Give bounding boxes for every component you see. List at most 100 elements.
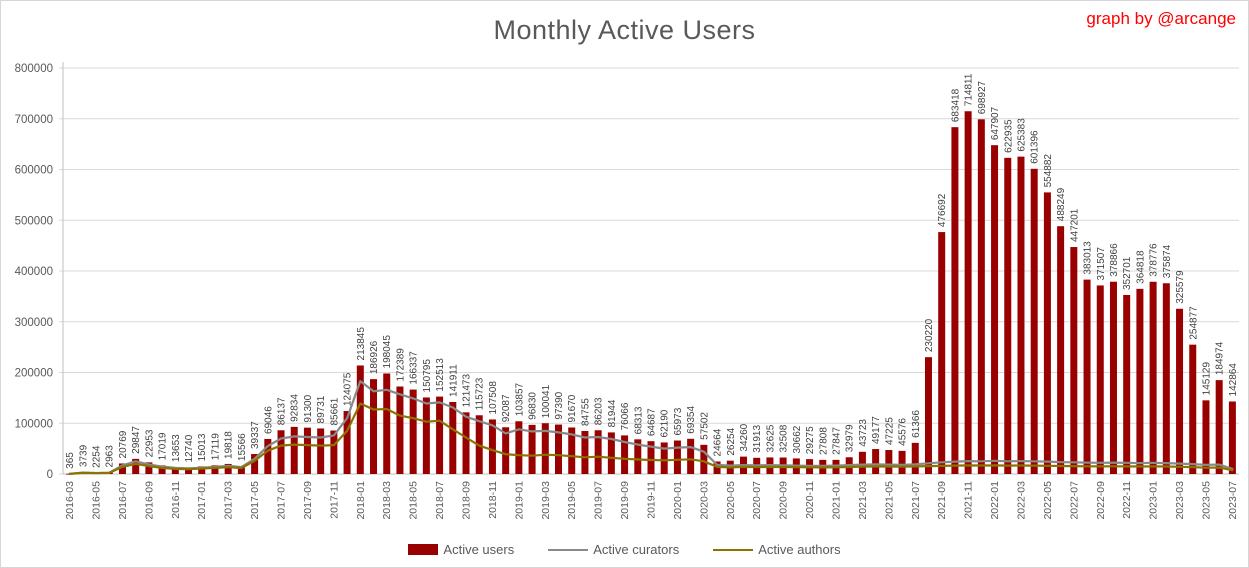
svg-text:2016-09: 2016-09	[143, 481, 155, 520]
bar	[303, 427, 311, 474]
bar	[158, 465, 166, 474]
bar	[132, 458, 140, 474]
svg-text:2019-09: 2019-09	[619, 481, 631, 520]
svg-text:2021-07: 2021-07	[910, 481, 922, 520]
svg-text:57502: 57502	[699, 412, 710, 440]
svg-text:2018-11: 2018-11	[487, 481, 499, 519]
bar	[1149, 281, 1157, 474]
svg-text:45576: 45576	[898, 418, 909, 446]
svg-text:115723: 115723	[475, 377, 486, 410]
svg-text:65973: 65973	[673, 407, 684, 435]
svg-text:17119: 17119	[210, 433, 221, 461]
svg-text:2254: 2254	[92, 445, 103, 468]
svg-text:43723: 43723	[858, 419, 869, 447]
bar	[370, 379, 378, 474]
svg-text:2021-01: 2021-01	[830, 481, 842, 520]
bar	[237, 466, 245, 474]
svg-text:166337: 166337	[409, 351, 420, 385]
bar	[528, 424, 536, 474]
svg-text:600000: 600000	[15, 165, 53, 177]
svg-text:27808: 27808	[818, 427, 829, 455]
bar	[700, 444, 708, 474]
legend-label-active-users: Active users	[443, 542, 515, 557]
legend-item-active-curators: Active curators	[548, 542, 679, 557]
svg-text:32979: 32979	[845, 424, 856, 452]
svg-text:683418: 683418	[950, 88, 961, 122]
svg-text:184974: 184974	[1215, 341, 1226, 375]
bar	[1215, 380, 1223, 474]
svg-text:27847: 27847	[831, 427, 842, 455]
legend-item-active-authors: Active authors	[713, 542, 841, 557]
bar	[951, 127, 959, 474]
svg-text:22953: 22953	[144, 429, 155, 457]
svg-text:2020-07: 2020-07	[751, 481, 763, 520]
bar	[594, 430, 602, 474]
svg-text:32625: 32625	[765, 424, 776, 452]
svg-text:0: 0	[47, 469, 53, 481]
svg-text:2017-03: 2017-03	[223, 481, 235, 520]
svg-text:352701: 352701	[1122, 256, 1133, 290]
svg-text:97390: 97390	[554, 391, 565, 419]
bar	[924, 357, 932, 474]
bar	[251, 454, 259, 474]
svg-text:2016-05: 2016-05	[91, 481, 103, 520]
bar	[858, 451, 866, 474]
svg-text:254877: 254877	[1188, 306, 1199, 340]
svg-text:76066: 76066	[620, 402, 631, 430]
svg-text:2018-09: 2018-09	[461, 481, 473, 520]
svg-text:2019-05: 2019-05	[566, 481, 578, 520]
bar	[911, 442, 919, 474]
svg-text:625383: 625383	[1016, 118, 1027, 152]
bar	[264, 438, 272, 474]
svg-text:142864: 142864	[1228, 363, 1239, 397]
bar	[647, 441, 655, 474]
bar	[541, 423, 549, 474]
legend-item-active-users: Active users	[408, 542, 514, 557]
line-active-authors	[68, 402, 1234, 475]
legend-label-active-curators: Active curators	[593, 542, 680, 557]
bar	[1189, 344, 1197, 474]
svg-text:213845: 213845	[356, 327, 367, 361]
svg-text:17019: 17019	[158, 432, 169, 460]
svg-text:24664: 24664	[713, 428, 724, 456]
svg-text:29275: 29275	[805, 426, 816, 454]
svg-text:622935: 622935	[1003, 119, 1014, 153]
svg-text:2018-07: 2018-07	[434, 481, 446, 520]
svg-text:150795: 150795	[422, 359, 433, 393]
legend-label-active-authors: Active authors	[758, 542, 841, 557]
svg-text:32508: 32508	[779, 424, 790, 452]
svg-text:2016-03: 2016-03	[64, 481, 76, 520]
bar	[502, 427, 510, 474]
svg-text:2020-05: 2020-05	[725, 481, 737, 520]
svg-text:92834: 92834	[290, 394, 301, 422]
svg-text:2020-03: 2020-03	[698, 481, 710, 520]
svg-text:2020-09: 2020-09	[778, 481, 790, 520]
svg-text:2022-07: 2022-07	[1068, 481, 1080, 520]
svg-text:30662: 30662	[792, 425, 803, 453]
svg-text:2017-05: 2017-05	[249, 481, 261, 520]
bar	[1109, 281, 1117, 474]
svg-text:700000: 700000	[15, 114, 53, 126]
bar	[938, 232, 946, 474]
svg-text:64687: 64687	[647, 408, 658, 436]
bar	[991, 145, 999, 474]
bars-active-users	[66, 111, 1236, 475]
svg-text:383013: 383013	[1083, 241, 1094, 275]
svg-text:300000: 300000	[15, 317, 53, 329]
svg-text:2023-05: 2023-05	[1200, 481, 1212, 520]
svg-text:103857: 103857	[514, 382, 525, 416]
bar	[290, 426, 298, 474]
svg-text:2020-11: 2020-11	[804, 481, 816, 519]
svg-text:96830: 96830	[528, 392, 539, 420]
svg-text:61366: 61366	[911, 410, 922, 438]
svg-text:371507: 371507	[1096, 247, 1107, 281]
svg-text:325579: 325579	[1175, 270, 1186, 304]
bar	[317, 428, 325, 474]
svg-text:488249: 488249	[1056, 187, 1067, 221]
svg-text:2017-11: 2017-11	[328, 481, 340, 519]
svg-text:200000: 200000	[15, 368, 53, 380]
bar	[555, 424, 563, 474]
bar	[409, 389, 417, 474]
bar	[872, 449, 880, 474]
